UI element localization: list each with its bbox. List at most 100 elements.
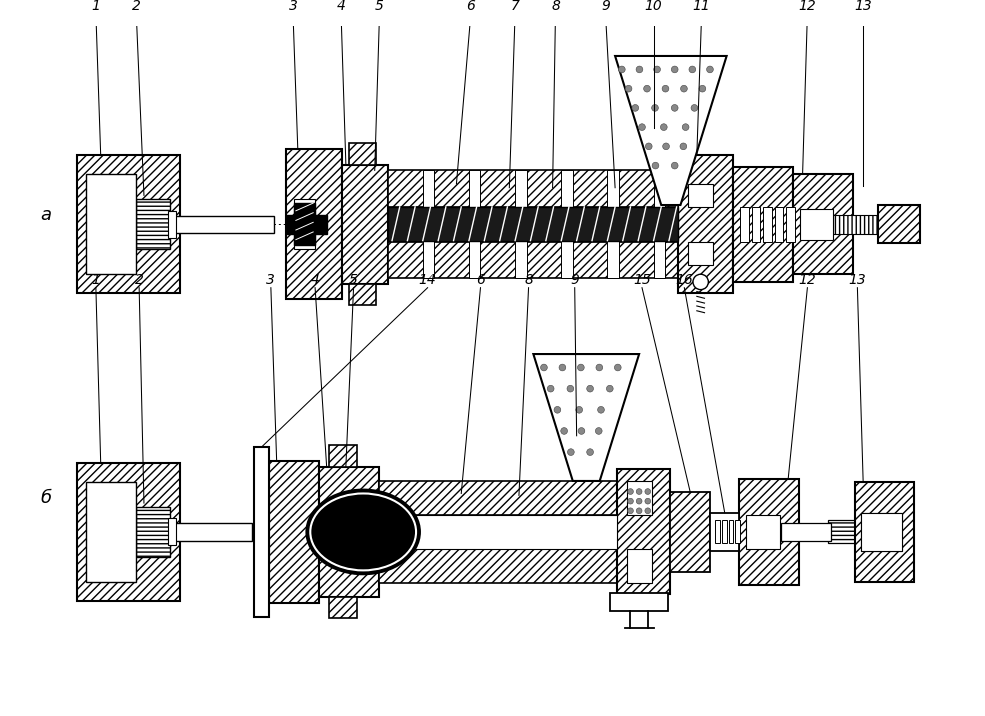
Text: 15: 15 (633, 273, 651, 286)
Circle shape (680, 143, 687, 150)
Circle shape (636, 498, 642, 504)
Circle shape (541, 364, 548, 371)
Text: 8: 8 (551, 0, 559, 13)
Text: 7: 7 (510, 0, 519, 13)
Bar (170, 523, 251, 541)
Bar (388, 170, 678, 207)
Bar (342, 165, 388, 284)
Circle shape (567, 449, 574, 455)
Bar (469, 170, 481, 278)
Bar (611, 594, 668, 611)
Circle shape (587, 449, 593, 455)
Text: 1: 1 (92, 273, 100, 286)
Circle shape (643, 85, 650, 92)
Text: 13: 13 (854, 0, 872, 13)
Circle shape (645, 488, 651, 495)
Text: 3: 3 (289, 0, 297, 13)
Text: 12: 12 (799, 0, 817, 13)
Circle shape (625, 85, 632, 92)
Ellipse shape (306, 490, 420, 574)
Bar (77, 155, 180, 294)
Text: 4: 4 (310, 273, 319, 286)
Text: а: а (40, 205, 51, 223)
Circle shape (587, 385, 593, 392)
Circle shape (627, 488, 633, 495)
Circle shape (693, 274, 708, 290)
Bar (763, 207, 772, 241)
Circle shape (706, 66, 713, 73)
Bar (617, 470, 670, 594)
Bar (287, 149, 342, 299)
Polygon shape (615, 56, 727, 205)
Circle shape (615, 364, 622, 371)
Circle shape (636, 508, 642, 513)
Bar (786, 207, 795, 241)
Bar (781, 523, 831, 541)
Circle shape (672, 105, 678, 111)
Bar (423, 170, 434, 278)
Circle shape (627, 498, 633, 504)
Text: 14: 14 (419, 273, 436, 286)
Circle shape (595, 427, 602, 435)
Circle shape (691, 105, 697, 111)
Bar (746, 515, 780, 549)
Bar (710, 513, 739, 551)
Text: 10: 10 (644, 0, 663, 13)
Bar (349, 284, 375, 305)
Text: 6: 6 (467, 0, 476, 13)
Bar (170, 216, 274, 233)
Circle shape (598, 407, 605, 413)
Circle shape (548, 385, 554, 392)
Bar (793, 174, 853, 274)
Circle shape (577, 364, 584, 371)
Bar (329, 445, 358, 467)
Bar (827, 521, 855, 543)
Bar (294, 199, 315, 249)
Bar (349, 143, 375, 165)
Circle shape (619, 66, 625, 73)
Circle shape (554, 407, 560, 413)
Bar (855, 482, 914, 582)
Circle shape (645, 508, 651, 513)
Circle shape (567, 385, 573, 392)
Bar (689, 241, 713, 265)
Circle shape (627, 508, 633, 513)
Circle shape (652, 105, 658, 111)
Circle shape (560, 427, 567, 435)
Circle shape (663, 143, 670, 150)
Text: 2: 2 (135, 273, 144, 286)
Bar (626, 481, 652, 515)
Bar (515, 170, 527, 278)
Bar (878, 205, 920, 243)
Bar (136, 199, 170, 249)
Bar (861, 513, 901, 551)
Text: 9: 9 (570, 273, 579, 286)
Bar (626, 549, 652, 583)
Bar (689, 184, 713, 207)
Circle shape (636, 488, 642, 495)
Bar (752, 207, 760, 241)
Text: 2: 2 (132, 0, 141, 13)
Circle shape (645, 143, 652, 150)
Text: 11: 11 (692, 0, 710, 13)
Circle shape (576, 407, 582, 413)
Polygon shape (287, 203, 327, 246)
Circle shape (638, 124, 645, 130)
Bar (269, 461, 319, 603)
Bar (800, 209, 833, 240)
Bar (378, 481, 617, 515)
Circle shape (652, 163, 659, 169)
Bar (608, 170, 619, 278)
Text: 8: 8 (524, 273, 533, 286)
Bar (722, 521, 727, 543)
Circle shape (645, 498, 651, 504)
Text: 1: 1 (92, 0, 100, 13)
Circle shape (683, 124, 689, 130)
Bar (168, 211, 175, 238)
Circle shape (607, 385, 614, 392)
Bar (861, 513, 901, 551)
Bar (734, 167, 793, 282)
Circle shape (672, 163, 678, 169)
Bar (77, 463, 180, 601)
Text: 6: 6 (476, 273, 485, 286)
